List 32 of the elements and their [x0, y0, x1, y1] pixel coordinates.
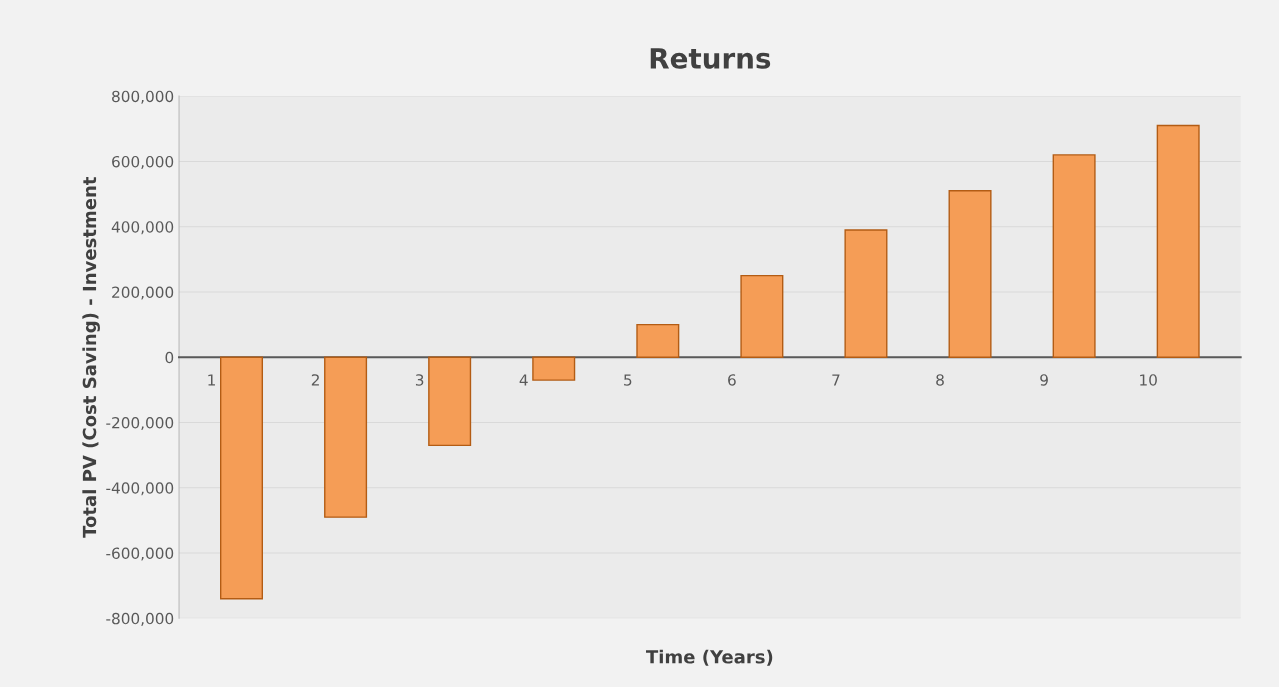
bar: [740, 274, 784, 358]
y-tick-label: 0: [165, 351, 174, 364]
bar: [844, 229, 888, 358]
x-tick-label: 10: [1140, 374, 1157, 386]
x-tick-label: 2: [311, 374, 319, 386]
x-tick-label: 3: [415, 374, 424, 386]
bar: [1052, 154, 1096, 358]
y-tick-label: 600,000: [112, 155, 174, 170]
y-axis-title: Total PV (Cost Saving) - Investment: [82, 176, 100, 538]
y-tick-label: -200,000: [106, 416, 174, 431]
chart-title: Returns: [650, 48, 771, 69]
x-axis-title: Time (Years): [646, 649, 773, 666]
y-tick-label: -600,000: [106, 547, 174, 561]
bar: [324, 356, 368, 518]
x-tick-label: 8: [936, 374, 944, 386]
y-tick-label: -400,000: [106, 482, 174, 496]
bar: [428, 356, 472, 447]
y-tick-label: 400,000: [111, 221, 174, 235]
bar: [636, 323, 680, 358]
x-tick-label: 4: [519, 374, 528, 386]
y-tick-label: -800,000: [106, 612, 174, 626]
bar: [219, 356, 264, 600]
x-tick-label: 6: [728, 374, 736, 386]
bar: [948, 190, 992, 358]
bar: [1156, 124, 1200, 358]
x-tick-label: 9: [1040, 374, 1048, 386]
y-tick-label: 200,000: [112, 286, 174, 300]
x-tick-label: 1: [208, 374, 215, 386]
x-tick-label: 5: [624, 374, 632, 386]
x-tick-label: 7: [832, 374, 840, 386]
y-tick-label: 800,000: [112, 90, 174, 104]
bar: [532, 356, 576, 381]
